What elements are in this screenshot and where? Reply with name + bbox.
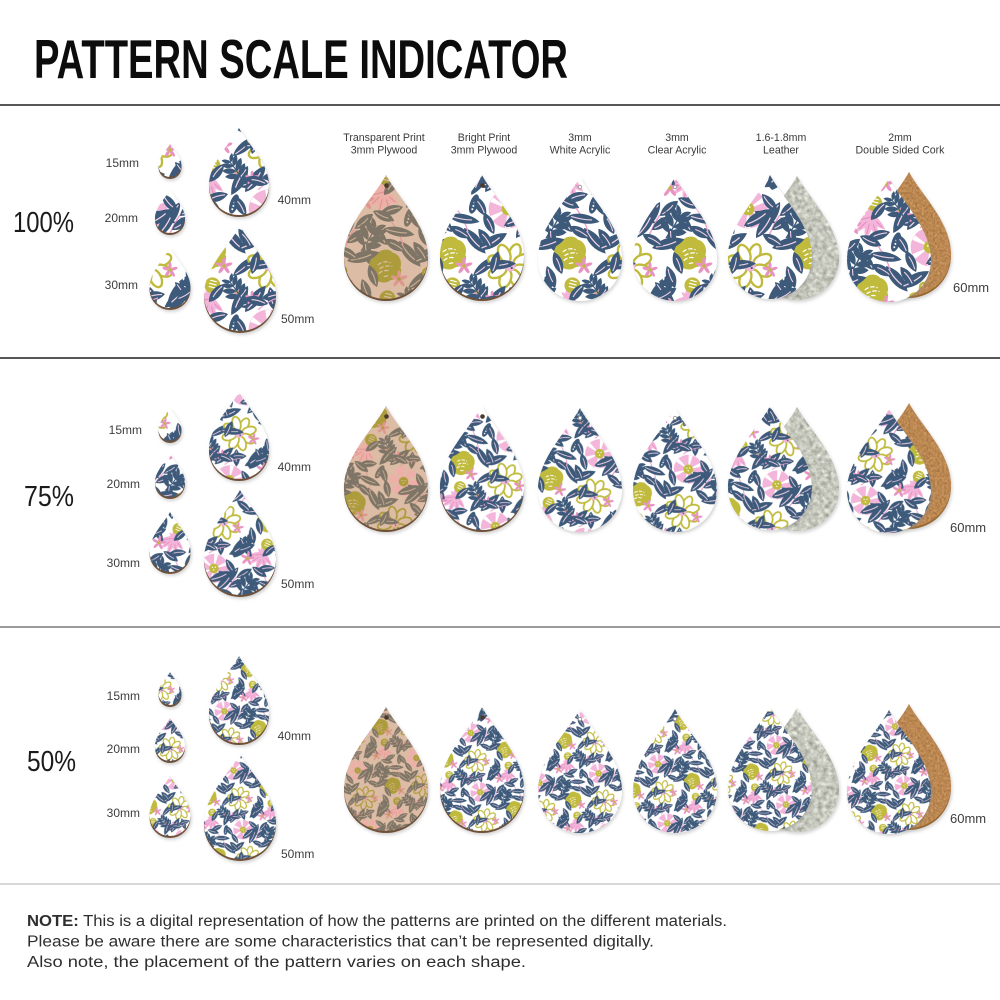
svg-text:40mm: 40mm: [278, 193, 311, 207]
svg-text:3mm: 3mm: [568, 132, 592, 144]
svg-text:20mm: 20mm: [107, 477, 140, 491]
svg-text:Clear Acrylic: Clear Acrylic: [648, 145, 708, 157]
svg-text:40mm: 40mm: [278, 729, 311, 743]
svg-text:Leather: Leather: [763, 145, 799, 157]
svg-text:2mm: 2mm: [888, 132, 912, 144]
svg-text:50mm: 50mm: [281, 312, 314, 326]
svg-text:40mm: 40mm: [278, 460, 311, 474]
svg-text:3mm Plywood: 3mm Plywood: [351, 145, 418, 157]
svg-text:3mm: 3mm: [665, 132, 689, 144]
svg-text:30mm: 30mm: [107, 556, 140, 570]
svg-text:PATTERN SCALE INDICATOR: PATTERN SCALE INDICATOR: [34, 28, 568, 90]
svg-text:50mm: 50mm: [281, 847, 314, 861]
svg-text:White Acrylic: White Acrylic: [550, 145, 611, 157]
svg-text:60mm: 60mm: [950, 520, 986, 535]
svg-text:Please be aware there are some: Please be aware there are some character…: [27, 934, 654, 951]
svg-text:Also note, the placement of th: Also note, the placement of the pattern …: [27, 954, 526, 971]
svg-text:15mm: 15mm: [109, 423, 142, 437]
svg-text:Bright Print: Bright Print: [458, 132, 510, 144]
svg-text:15mm: 15mm: [107, 689, 140, 703]
svg-text:50%: 50%: [27, 746, 76, 778]
svg-text:50mm: 50mm: [281, 577, 314, 591]
svg-text:100%: 100%: [13, 207, 74, 239]
svg-text:60mm: 60mm: [953, 280, 989, 295]
svg-text:60mm: 60mm: [950, 811, 986, 826]
svg-text:20mm: 20mm: [107, 742, 140, 756]
svg-text:75%: 75%: [24, 481, 74, 513]
svg-text:NOTE: This is a digital repres: NOTE: This is a digital representation o…: [27, 913, 727, 930]
svg-text:20mm: 20mm: [105, 211, 138, 225]
svg-text:30mm: 30mm: [107, 806, 140, 820]
svg-text:15mm: 15mm: [106, 156, 139, 170]
svg-text:1.6-1.8mm: 1.6-1.8mm: [756, 132, 807, 144]
svg-text:Double Sided Cork: Double Sided Cork: [856, 145, 946, 157]
svg-text:Transparent Print: Transparent Print: [343, 132, 425, 144]
svg-text:30mm: 30mm: [105, 278, 138, 292]
svg-text:3mm Plywood: 3mm Plywood: [451, 145, 518, 157]
